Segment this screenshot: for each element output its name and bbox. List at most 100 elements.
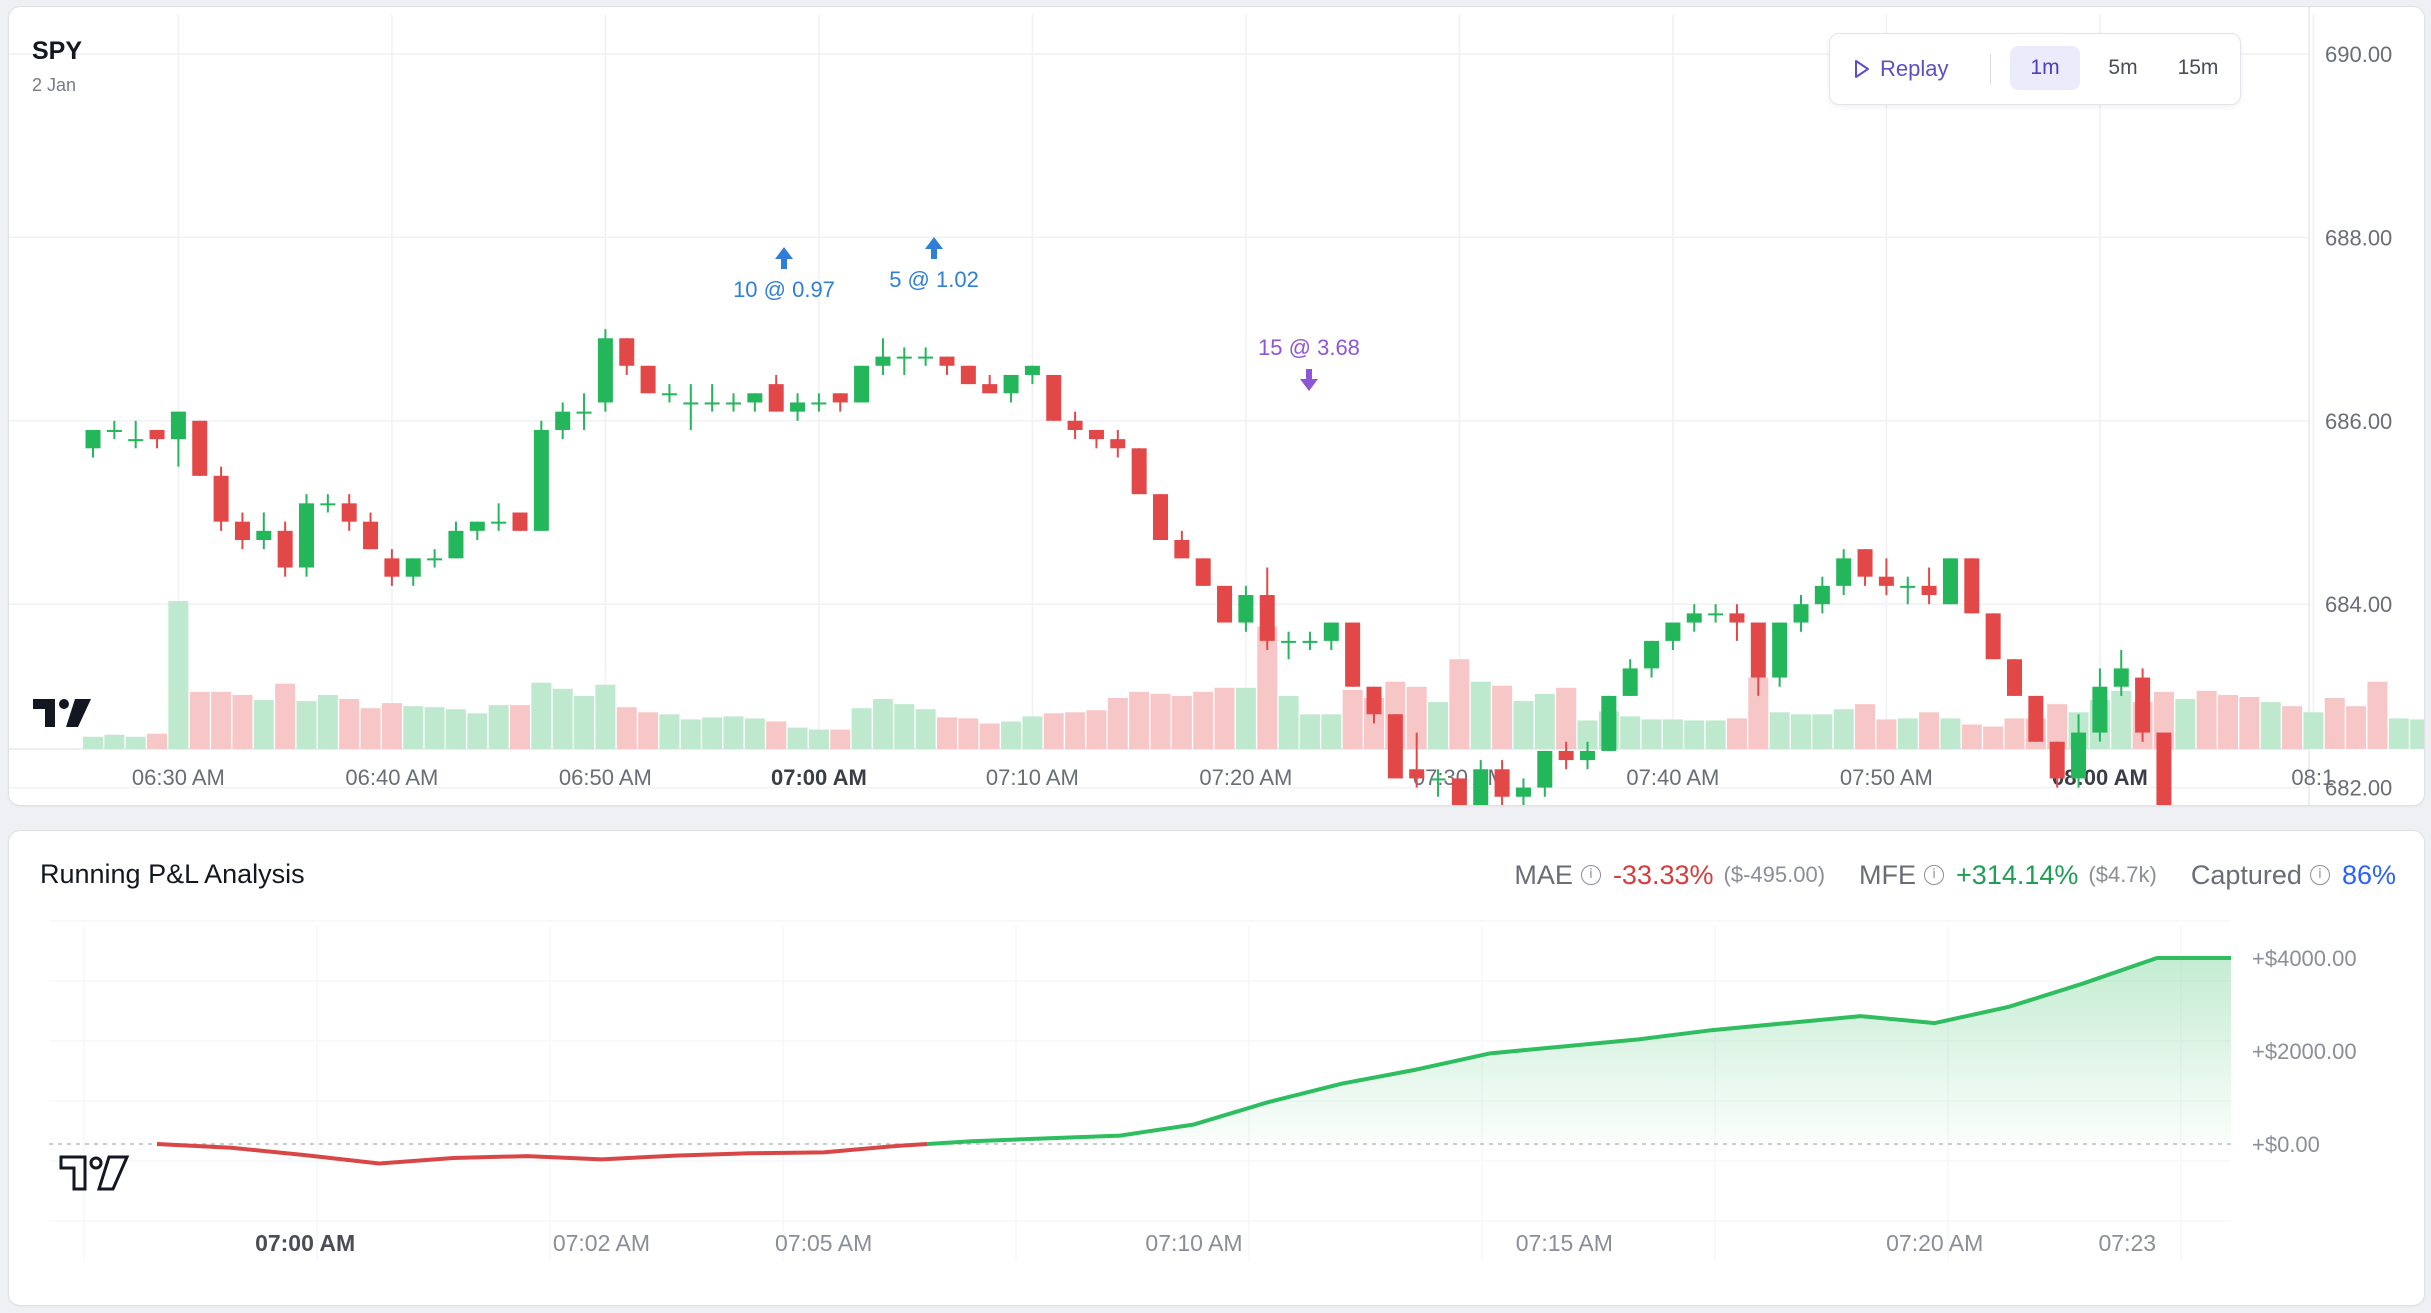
price-chart-panel[interactable]: 690.00688.00686.00684.00682.00680.00678.… <box>8 6 2425 806</box>
mae-info-icon[interactable]: i <box>1580 865 1601 885</box>
pl-profit-area <box>927 958 2232 1144</box>
candle-body <box>619 338 635 366</box>
volume-bar <box>937 717 957 749</box>
candle-body <box>1964 558 1980 614</box>
volume-bar <box>1662 719 1683 749</box>
volume-bar <box>2175 699 2196 749</box>
candle-body <box>277 530 293 568</box>
volume-bar <box>766 721 787 749</box>
mfe-value: +314.14% <box>1956 859 2079 890</box>
candle-body <box>512 512 528 531</box>
interval-15m-button[interactable]: 15m <box>2177 56 2219 79</box>
volume-bar <box>1940 718 1961 749</box>
interval-1m-button[interactable]: 1m <box>2010 46 2080 90</box>
volume-bar <box>424 707 445 749</box>
volume-bar <box>1470 681 1491 749</box>
volume-bar <box>360 708 381 749</box>
volume-bar <box>1428 702 1449 749</box>
candle-body <box>1494 769 1510 797</box>
symbol-title: SPY <box>32 37 83 65</box>
volume-bar <box>2260 702 2281 749</box>
price-axis-label: 686.00 <box>2325 409 2392 434</box>
candle-body <box>2113 668 2129 687</box>
price-axis-label: 688.00 <box>2325 225 2392 250</box>
toolbar-divider <box>1990 54 1991 84</box>
candle-body <box>384 558 400 577</box>
volume-bar <box>189 691 210 749</box>
volume-bar <box>744 718 765 749</box>
candle-body <box>1622 668 1638 696</box>
volume-bar <box>2111 690 2132 749</box>
trade-marker-label: 5 @ 1.02 <box>889 267 979 292</box>
captured-info-icon[interactable]: i <box>2309 865 2330 885</box>
price-axis-label: 684.00 <box>2325 592 2392 617</box>
candle-body <box>768 384 784 412</box>
candle-body <box>1387 714 1403 779</box>
volume-bar <box>488 705 509 749</box>
candle-body <box>960 365 976 385</box>
candle-body <box>1580 750 1595 761</box>
interval-5m-button[interactable]: 5m <box>2108 56 2138 79</box>
candle-body <box>597 338 613 403</box>
volume-bar <box>168 601 189 749</box>
candle-body <box>2092 686 2108 733</box>
candle-body <box>320 503 336 506</box>
time-axis-label: 06:30 AM <box>132 765 225 790</box>
volume-bar <box>851 708 872 749</box>
price-axis-label: 682.00 <box>2325 776 2392 801</box>
volume-bar <box>1321 714 1342 749</box>
candle-body <box>2135 677 2151 733</box>
mae-value: -33.33% <box>1612 859 1714 890</box>
time-axis-label: 07:50 AM <box>1840 765 1933 790</box>
candle-body <box>85 429 101 449</box>
volume-bar <box>1043 713 1064 749</box>
candle-body <box>469 521 485 531</box>
volume-bar <box>1065 712 1086 749</box>
volume-bar <box>1214 687 1235 749</box>
candle-body <box>1750 622 1766 678</box>
buy-arrow-icon <box>925 237 943 259</box>
volume-bar <box>1705 720 1726 749</box>
candle-body <box>683 402 699 405</box>
volume-bar <box>1961 724 1982 749</box>
volume-bar <box>403 706 424 749</box>
pl-analysis-panel: Running P&L Analysis MAE i -33.33% ($-49… <box>8 830 2425 1306</box>
mfe-info-icon[interactable]: i <box>1924 865 1945 885</box>
volume-bar <box>339 699 360 749</box>
buy-arrow-icon <box>775 247 793 269</box>
volume-bar <box>317 694 338 749</box>
volume-bar <box>2004 718 2025 749</box>
replay-button[interactable]: Replay <box>1850 52 1948 86</box>
volume-bar <box>1257 626 1278 749</box>
pl-axis-label: +$2000.00 <box>2252 1039 2357 1064</box>
volume-bar <box>467 713 488 749</box>
volume-bar <box>638 712 659 749</box>
volume-bar <box>2410 719 2424 749</box>
candle-body <box>896 356 912 359</box>
volume-bar <box>723 716 744 749</box>
volume-bar <box>1492 685 1513 749</box>
volume-bar <box>1513 701 1534 749</box>
candle-body <box>1366 686 1382 715</box>
pl-time-label: 07:20 AM <box>1886 1230 1983 1256</box>
candle-body <box>427 558 443 561</box>
time-axis-label: 07:40 AM <box>1626 765 1719 790</box>
candle-body <box>2049 741 2065 779</box>
candle-body <box>1644 640 1660 669</box>
pl-chart[interactable]: +$4000.00 +$2000.00 +$0.00 07:00 AM 07:02 AM… <box>9 831 2424 1305</box>
candle-body <box>726 402 741 405</box>
candle-body <box>1515 787 1531 797</box>
volume-bar <box>2218 694 2238 749</box>
price-chart[interactable]: 690.00688.00686.00684.00682.00680.00678.… <box>9 7 2424 805</box>
candle-body <box>1174 540 1190 559</box>
volume-bar <box>510 705 530 749</box>
candle-body <box>918 356 934 359</box>
volume-bar <box>1812 714 1833 749</box>
candle-body <box>1195 558 1211 586</box>
chart-toolbar: Replay 1m 5m 15m <box>1829 33 2241 105</box>
volume-bar <box>1086 710 1107 749</box>
candle-body <box>405 558 421 577</box>
pl-title: Running P&L Analysis <box>40 859 305 889</box>
candle-body <box>1153 494 1168 541</box>
time-axis-label: 07:00 AM <box>771 765 867 790</box>
